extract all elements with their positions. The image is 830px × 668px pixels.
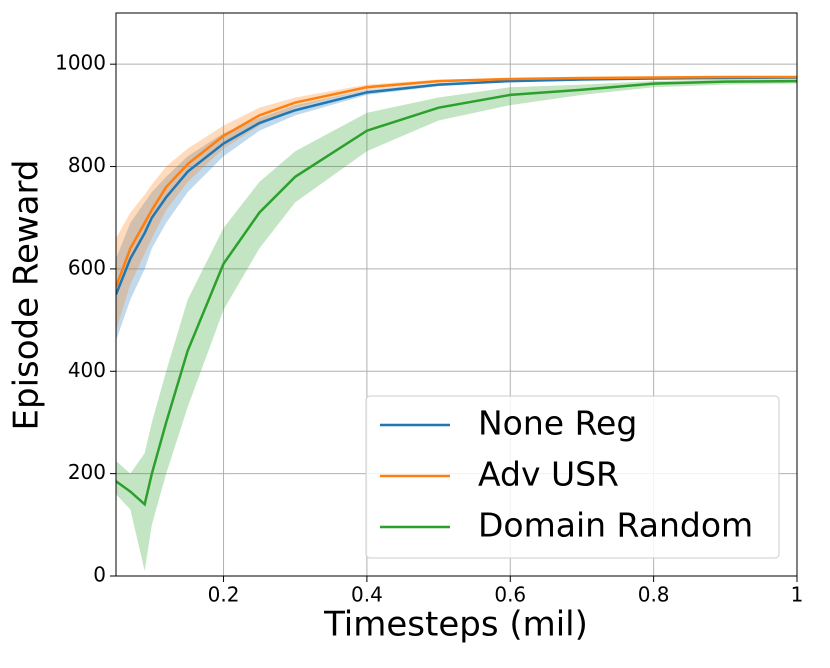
x-tick-label: 0.2: [208, 583, 240, 607]
line: [116, 79, 797, 507]
legend-label: Domain Random: [478, 506, 753, 545]
line: [116, 76, 797, 295]
y-tick-label: 200: [68, 460, 106, 484]
y-tick-label: 800: [68, 153, 106, 177]
band: [116, 78, 797, 571]
x-tick-label: 0.4: [351, 583, 383, 607]
x-tick-label: 0.6: [494, 583, 526, 607]
plot-frame: [115, 12, 798, 577]
y-tick-label: 1000: [55, 51, 106, 75]
legend-box: [365, 395, 780, 559]
legend-label: Adv USR: [478, 455, 619, 494]
line: [116, 75, 797, 288]
x-tick-label: 0.8: [638, 583, 670, 607]
x-tick-label: 1: [791, 583, 804, 607]
y-axis-label: Episode Reward: [7, 160, 47, 431]
y-tick-label: 600: [68, 255, 106, 279]
legend-label: None Reg: [478, 404, 637, 443]
x-axis-label: Timesteps (mil): [323, 605, 588, 645]
y-tick-label: 400: [68, 358, 106, 382]
y-tick-label: 0: [93, 563, 106, 587]
